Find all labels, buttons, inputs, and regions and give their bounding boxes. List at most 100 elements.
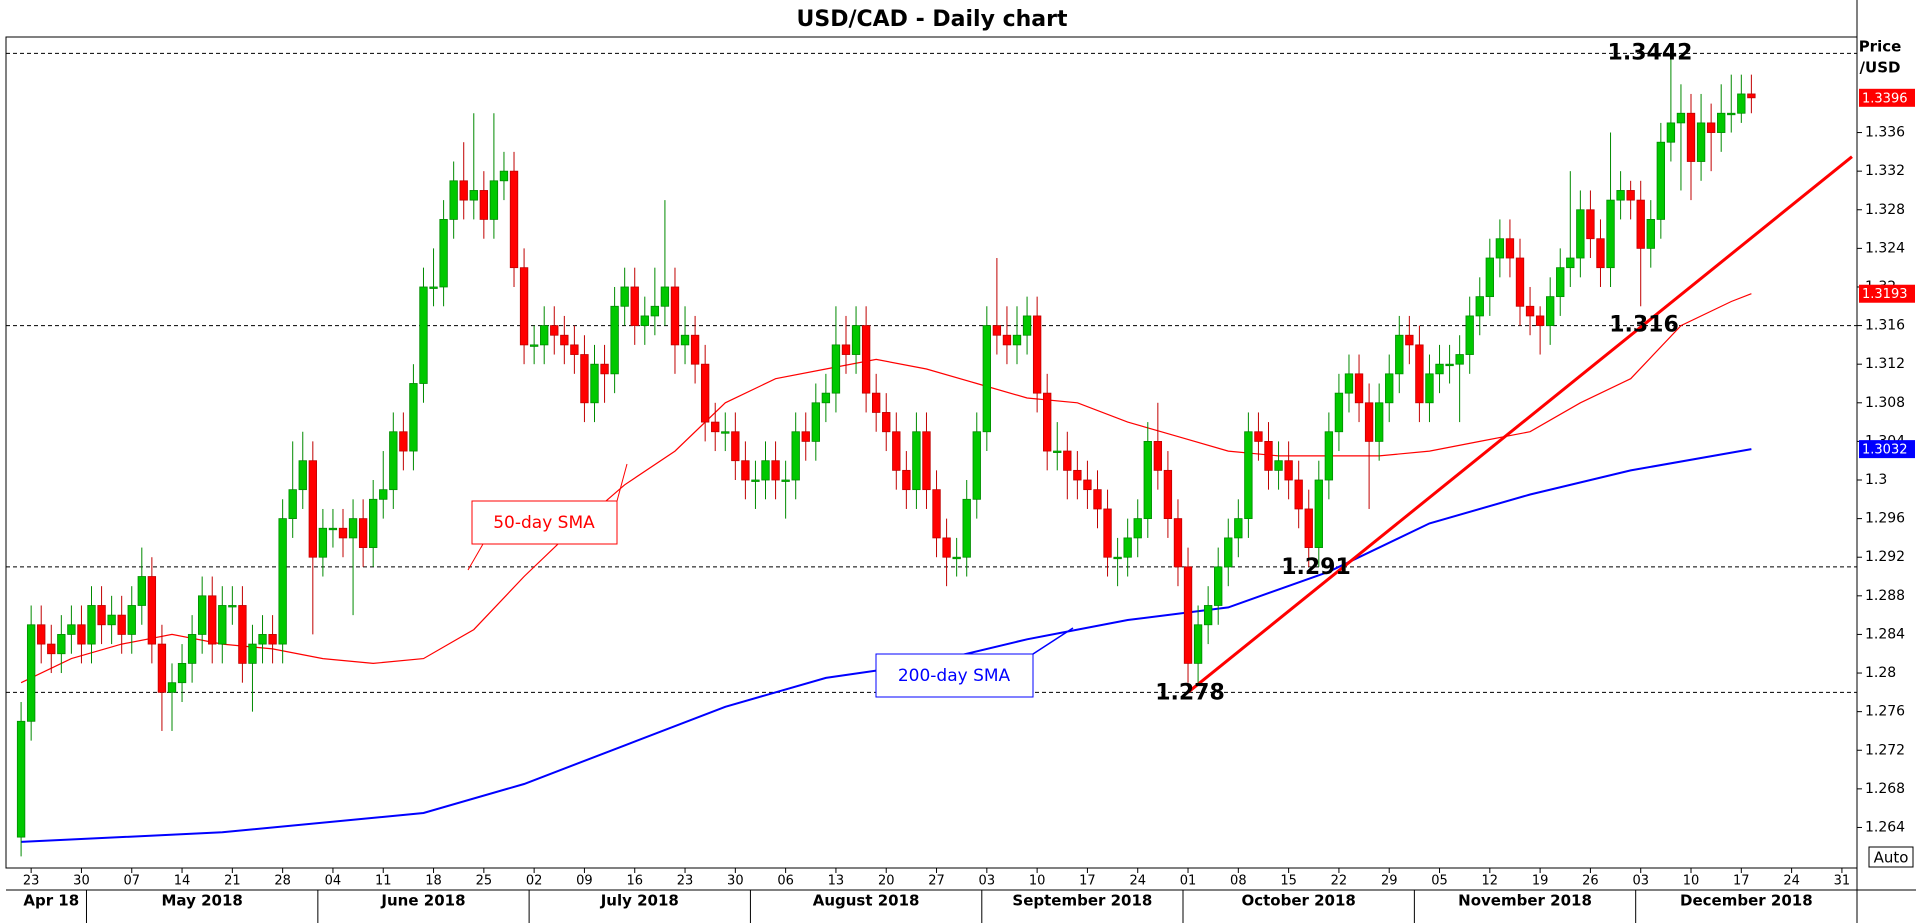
x-tick-label: 06 [777,874,794,889]
candle-body [26,624,36,722]
y-tick-label: 1.276 [1865,704,1905,720]
candle-body [972,431,981,500]
candle-body [1636,199,1645,249]
annotation-box [875,653,1034,698]
candle-body [238,605,247,664]
candle-body [1385,373,1394,404]
candle-body [1696,122,1706,162]
y-tick-label: 1.284 [1865,626,1905,642]
candle-body [338,527,348,539]
y-tick-label: 1.332 [1865,163,1905,179]
candle-body [157,643,167,693]
candle-body [47,643,56,655]
month-label: Apr 18 [23,892,79,910]
candle-body [1626,190,1635,201]
chart-title: USD/CAD - Daily chart [797,7,1068,32]
candle-body [1706,122,1716,133]
candle-body [600,363,609,375]
candle-body [1344,373,1354,394]
candle-body [1022,315,1032,336]
candle-body [1244,431,1253,520]
month-label: October 2018 [1241,892,1355,910]
x-tick-label: 16 [626,874,643,889]
candle-body [1515,257,1525,307]
candle-body [1364,402,1374,442]
month-label: May 2018 [161,892,242,910]
x-tick-label: 19 [1532,874,1549,889]
candle-body [902,469,911,491]
x-tick-label: 28 [274,874,291,889]
candle-body [1525,305,1535,317]
x-tick-label: 23 [23,874,40,889]
candle-body [298,460,307,491]
candle-body [57,634,66,655]
candle-body [922,431,931,491]
annotation-label: 200-day SMA [898,666,1011,686]
x-tick-label: 13 [828,874,845,889]
candle-body [529,344,539,347]
candle-body [650,305,660,317]
candle-body [107,614,116,626]
candle-body [479,190,489,220]
x-tick-label: 14 [174,874,191,889]
candle-body [771,460,780,481]
x-tick-label: 24 [1783,874,1800,889]
candle-body [1334,392,1344,433]
x-tick-label: 08 [1230,874,1247,889]
x-tick-label: 23 [677,874,694,889]
candle-body [1073,469,1082,481]
y-tick-label: 1.264 [1865,819,1905,835]
x-tick-label: 03 [979,874,996,889]
candle-body [630,286,639,326]
x-tick-label: 12 [1482,874,1499,889]
candle-body [932,489,941,539]
annotation-pointer [467,543,484,571]
x-tick-label: 30 [73,874,90,889]
x-tick-label: 02 [526,874,543,889]
x-tick-label: 27 [928,874,945,889]
candle-body [791,431,800,481]
candle-body [700,363,710,423]
value-tag [1859,440,1915,459]
month-label: August 2018 [813,892,920,910]
candle-body [197,595,207,635]
x-tick-label: 22 [1331,874,1348,889]
candle-body [208,595,217,645]
annotation-pointer [1032,627,1074,655]
candle-body [187,634,197,664]
candle-body [861,325,871,394]
x-tick-label: 17 [1079,874,1096,889]
candle-body [117,614,126,635]
scale-mode-button[interactable] [1868,846,1914,868]
candle-body [590,363,599,404]
candle-body [137,576,146,606]
candle-body [1495,238,1505,259]
candle-body [851,325,861,355]
x-tick-label: 25 [476,874,493,889]
candle-body [1747,93,1756,99]
candle-body [892,431,901,471]
candle-body [439,219,448,288]
candle-body [87,605,96,645]
candle-body [912,431,921,491]
candle-body [1274,460,1283,471]
candle-body [1717,112,1726,133]
candle-body [509,170,519,269]
candle-body [962,498,971,558]
candle-body [882,412,891,433]
candle-body [1214,566,1223,606]
candle-body [1556,267,1565,298]
candle-body [37,624,46,645]
candle-body [1264,441,1273,471]
x-tick-label: 21 [224,874,241,889]
y-tick-label: 1.324 [1865,240,1905,256]
value-tag-label: 1.3032 [1862,443,1908,458]
x-tick-label: 09 [576,874,593,889]
candle-body [1294,479,1303,510]
candle-body [1093,489,1102,510]
y-tick-label: 1.272 [1865,742,1905,758]
scale-mode-label[interactable]: Auto [1874,849,1909,867]
candle-body [1606,199,1615,269]
candle-body [1596,238,1605,269]
